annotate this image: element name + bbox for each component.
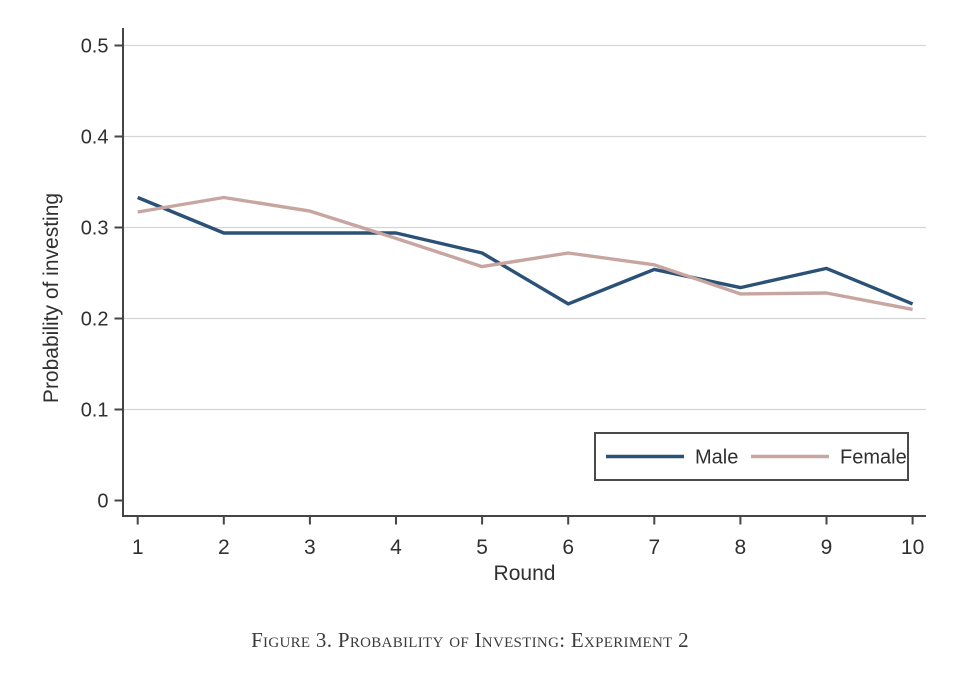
y-tick-label-0: 0 — [97, 491, 108, 513]
probability-of-investing-chart: 0 0.1 0.2 0.3 0.4 0.5 1 2 3 4 5 6 7 8 9 10 Probability o… — [40, 28, 926, 585]
x-tick-label-6: 6 — [562, 536, 574, 559]
legend-label-male: Male — [695, 447, 738, 469]
x-tick-label-8: 8 — [735, 536, 747, 559]
x-tick-label-9: 9 — [821, 536, 833, 559]
y-tick-label-0.5: 0.5 — [81, 36, 109, 58]
x-tick-label-4: 4 — [390, 536, 402, 559]
legend-label-female: Female — [840, 447, 907, 469]
legend-entry-male: Male — [606, 447, 738, 469]
x-tick-label-2: 2 — [218, 536, 230, 559]
legend-entry-female: Female — [751, 447, 907, 469]
y-tick-label-0.3: 0.3 — [81, 218, 109, 240]
legend: Male Female — [594, 432, 909, 481]
x-tick-label-1: 1 — [132, 536, 144, 559]
figure-caption: Figure 3. Probability of Investing: Expe… — [251, 628, 689, 652]
y-tick-label-0.4: 0.4 — [81, 127, 109, 149]
x-tick-label-5: 5 — [476, 536, 488, 559]
x-axis-title: Round — [494, 562, 556, 585]
y-axis-title: Probability of investing — [40, 193, 63, 403]
y-tick-label-0.1: 0.1 — [81, 400, 109, 422]
series-line-female — [137, 195, 913, 312]
x-tick-label-7: 7 — [648, 536, 660, 559]
series-line-male — [137, 195, 914, 306]
y-tick-label-0.2: 0.2 — [81, 309, 109, 331]
x-tick-label-3: 3 — [304, 536, 316, 559]
x-tick-label-10: 10 — [901, 536, 924, 559]
